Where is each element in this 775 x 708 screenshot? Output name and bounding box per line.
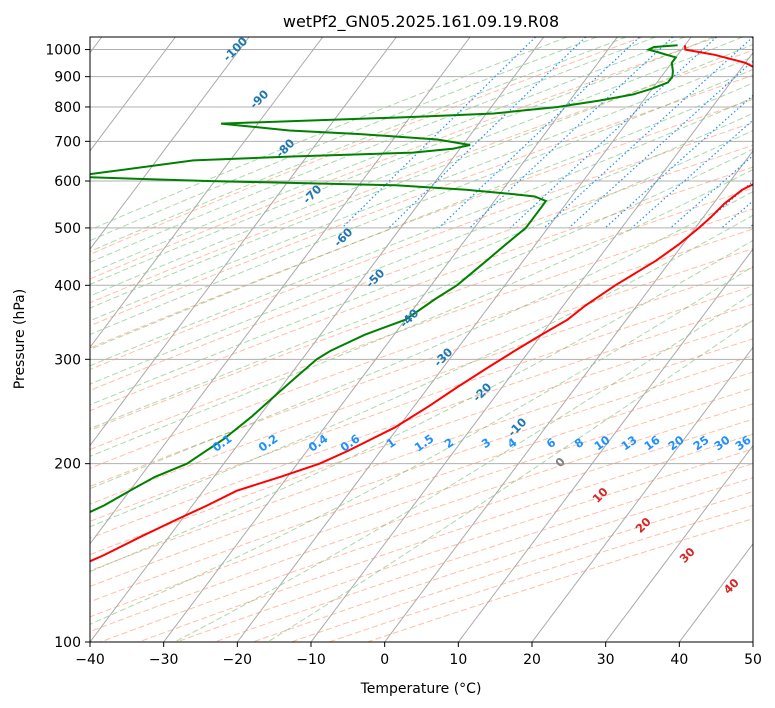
dry-adiabat	[90, 285, 753, 522]
isotherm	[457, 248, 753, 642]
y-tick-label: 200	[54, 457, 81, 473]
x-axis-label: Temperature (°C)	[360, 681, 482, 697]
y-tick-label: 400	[54, 278, 81, 294]
dry-adiabat	[90, 387, 753, 618]
isotherm	[310, 51, 753, 642]
mixing-ratio-line	[509, 37, 717, 229]
plot-background	[90, 37, 753, 642]
axis-ticks: −40 −30 −20 −10 0 10 20 30 40 50 100 200 300 400 500 60…	[45, 43, 762, 668]
moist-adiabat	[90, 37, 627, 253]
x-tick-label: 30	[597, 652, 615, 668]
isotherm	[163, 37, 618, 642]
dry-adiabat	[90, 338, 753, 572]
x-tick-label: 50	[744, 652, 762, 668]
x-tick-label: 20	[523, 652, 541, 668]
moist-adiabat	[90, 37, 686, 274]
moist-adiabat	[174, 292, 753, 642]
dry-adiabat	[90, 144, 753, 391]
moist-adiabat	[90, 239, 753, 573]
sounding-line	[90, 44, 678, 514]
chart-title: wetPf2_GN05.2025.161.09.19.R08	[283, 12, 559, 32]
y-tick-label: 500	[54, 221, 81, 237]
x-tick-label: 10	[449, 652, 467, 668]
moist-adiabat	[90, 44, 753, 309]
moist-adiabat	[90, 168, 753, 457]
dry-adiabat	[90, 321, 753, 556]
y-tick-label: 800	[54, 100, 81, 116]
moist-adiabat	[90, 129, 753, 406]
sounding-curves	[90, 44, 753, 563]
x-tick-label: 40	[670, 652, 688, 668]
dry-adiabat	[90, 37, 643, 255]
x-tick-label: −30	[149, 652, 179, 668]
mixing-ratio-line	[388, 37, 587, 229]
moist-adiabat	[90, 56, 753, 322]
plot-frame	[89, 36, 754, 643]
y-tick-label: 1000	[45, 43, 81, 59]
moist-adiabat	[267, 319, 753, 642]
dry-adiabat	[90, 303, 753, 539]
isotherm	[236, 37, 692, 642]
background-lines	[90, 37, 775, 642]
isotherm	[531, 346, 753, 642]
isotherm	[605, 444, 753, 642]
x-tick-label: −20	[223, 652, 253, 668]
dry-adiabat	[90, 248, 753, 487]
y-tick-label: 700	[54, 134, 81, 150]
moist-adiabat	[90, 37, 568, 231]
dry-adiabat	[90, 187, 753, 431]
dry-adiabat	[90, 37, 718, 280]
moist-adiabat	[90, 148, 753, 430]
isotherm	[90, 37, 397, 447]
moist-adiabat	[90, 37, 656, 263]
dry-adiabat	[90, 74, 753, 327]
isotherm	[90, 37, 324, 349]
x-tick-label: −10	[296, 652, 326, 668]
mixing-ratio-line	[568, 60, 753, 229]
x-tick-label: −40	[75, 652, 105, 668]
moist-adiabat	[90, 96, 753, 367]
sounding-line	[90, 45, 753, 563]
isotherm	[90, 37, 176, 152]
dry-adiabat	[90, 122, 753, 371]
y-tick-label: 600	[54, 174, 81, 190]
mixing-ratio-line	[543, 37, 753, 229]
moist-adiabat	[90, 37, 597, 242]
y-tick-label: 300	[54, 352, 81, 368]
mixing-ratio-line	[771, 37, 775, 228]
dry-adiabat	[90, 371, 753, 603]
y-tick-label: 100	[54, 635, 81, 651]
moist-adiabat	[90, 37, 715, 285]
x-tick-label: 0	[380, 652, 389, 668]
isotherm	[90, 37, 250, 250]
isotherm	[90, 37, 471, 545]
isotherm	[752, 641, 753, 642]
y-axis-label: Pressure (hPa)	[12, 289, 28, 389]
moist-adiabat	[90, 37, 743, 297]
y-tick-label: 900	[54, 70, 81, 86]
isotherm	[384, 150, 753, 642]
mixing-ratio-line	[670, 154, 753, 229]
moist-adiabat	[90, 191, 753, 490]
isotherm	[90, 37, 545, 642]
